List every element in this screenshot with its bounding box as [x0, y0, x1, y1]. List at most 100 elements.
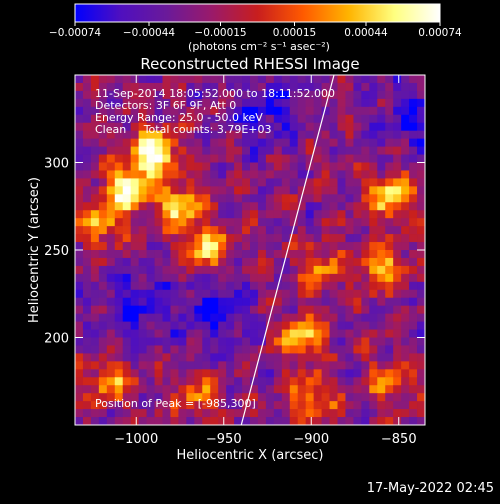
heatmap-cell [345, 257, 354, 267]
heatmap-cell [401, 186, 410, 195]
heatmap-cell [138, 305, 147, 315]
heatmap-cell [337, 234, 346, 243]
heatmap-cell [345, 122, 354, 132]
heatmap-cell [114, 226, 124, 235]
heatmap-cell [281, 353, 291, 362]
heatmap-cell [297, 90, 307, 100]
heatmap-cell [226, 345, 235, 354]
heatmap-cell [297, 281, 307, 291]
heatmap-cell [409, 242, 418, 251]
heatmap-cell [281, 154, 291, 163]
heatmap-cell [186, 297, 195, 307]
heatmap-cell [106, 82, 116, 92]
heatmap-cell [257, 162, 267, 171]
heatmap-cell [401, 329, 410, 338]
heatmap-cell [329, 154, 338, 163]
heatmap-cell [234, 353, 243, 362]
heatmap-cell [313, 75, 322, 84]
heatmap-cell [75, 218, 84, 227]
heatmap-cell [162, 250, 171, 259]
heatmap-cell [178, 281, 187, 291]
heatmap-cell [257, 273, 267, 283]
heatmap-cell [90, 369, 100, 378]
heatmap-cell [250, 106, 259, 116]
heatmap-cell [194, 417, 203, 425]
heatmap-cell [226, 337, 235, 346]
heatmap-cell [265, 90, 275, 100]
heatmap-cell [90, 377, 100, 386]
heatmap-cell [218, 98, 227, 108]
heatmap-cell [170, 297, 179, 307]
heatmap-cell [297, 162, 307, 171]
heatmap-cell [289, 337, 299, 346]
heatmap-cell [202, 162, 211, 171]
heatmap-cell [122, 377, 132, 386]
heatmap-cell [250, 202, 259, 211]
heatmap-cell [146, 257, 155, 267]
heatmap-cell [114, 114, 124, 124]
heatmap-cell [273, 353, 283, 362]
heatmap-cell [218, 250, 227, 259]
heatmap-cell [369, 202, 378, 211]
heatmap-cell [273, 106, 283, 116]
heatmap-cell [154, 385, 163, 394]
heatmap-cell [202, 401, 211, 410]
heatmap-cell [194, 409, 203, 418]
heatmap-cell [385, 281, 394, 291]
heatmap-cell [297, 401, 307, 410]
heatmap-cell [265, 409, 275, 418]
heatmap-cell [401, 210, 410, 219]
heatmap-cell [146, 337, 155, 346]
heatmap-cell [297, 146, 307, 155]
heatmap-cell [90, 417, 100, 425]
heatmap-cell [289, 122, 299, 132]
heatmap-cell [417, 257, 425, 267]
heatmap-cell [409, 130, 418, 140]
heatmap-cell [242, 281, 251, 291]
colorbar-tick-label: 0.00074 [418, 27, 462, 39]
heatmap-cell [130, 257, 140, 267]
heatmap-cell [369, 234, 378, 243]
heatmap-cell [329, 242, 338, 251]
heatmap-cell [337, 369, 346, 378]
heatmap-cell [345, 98, 354, 108]
heatmap-cell [377, 90, 386, 100]
heatmap-cell [329, 337, 338, 346]
heatmap-cell [377, 305, 386, 315]
heatmap-cell [417, 250, 425, 259]
heatmap-cell [82, 409, 92, 418]
heatmap-cell [361, 297, 370, 307]
heatmap-cell [202, 257, 211, 267]
heatmap-cell [202, 329, 211, 338]
heatmap-cell [250, 417, 259, 425]
heatmap-cell [242, 257, 251, 267]
heatmap-cell [401, 369, 410, 378]
heatmap-cell [75, 106, 84, 116]
heatmap-cell [138, 289, 147, 299]
heatmap-cell [106, 377, 116, 386]
heatmap-cell [186, 305, 195, 315]
heatmap-cell [90, 273, 100, 283]
heatmap-cell [154, 146, 163, 155]
heatmap-cell [321, 178, 330, 187]
heatmap-cell [329, 289, 338, 299]
heatmap-cell [98, 138, 108, 147]
heatmap-cell [409, 329, 418, 338]
heatmap-cell [417, 186, 425, 195]
heatmap-cell [75, 98, 84, 108]
heatmap-cell [377, 377, 386, 386]
heatmap-cell [82, 281, 92, 291]
heatmap-cell [321, 417, 330, 425]
heatmap-cell [393, 122, 402, 132]
heatmap-cell [329, 178, 338, 187]
heatmap-cell [361, 289, 370, 299]
heatmap-cell [226, 226, 235, 235]
heatmap-cell [106, 186, 116, 195]
heatmap-cell [218, 289, 227, 299]
heatmap-cell [194, 329, 203, 338]
heatmap-cell [337, 345, 346, 354]
heatmap-cell [361, 361, 370, 370]
heatmap-cell [226, 417, 235, 425]
heatmap-cell [265, 242, 275, 251]
heatmap-cell [385, 154, 394, 163]
